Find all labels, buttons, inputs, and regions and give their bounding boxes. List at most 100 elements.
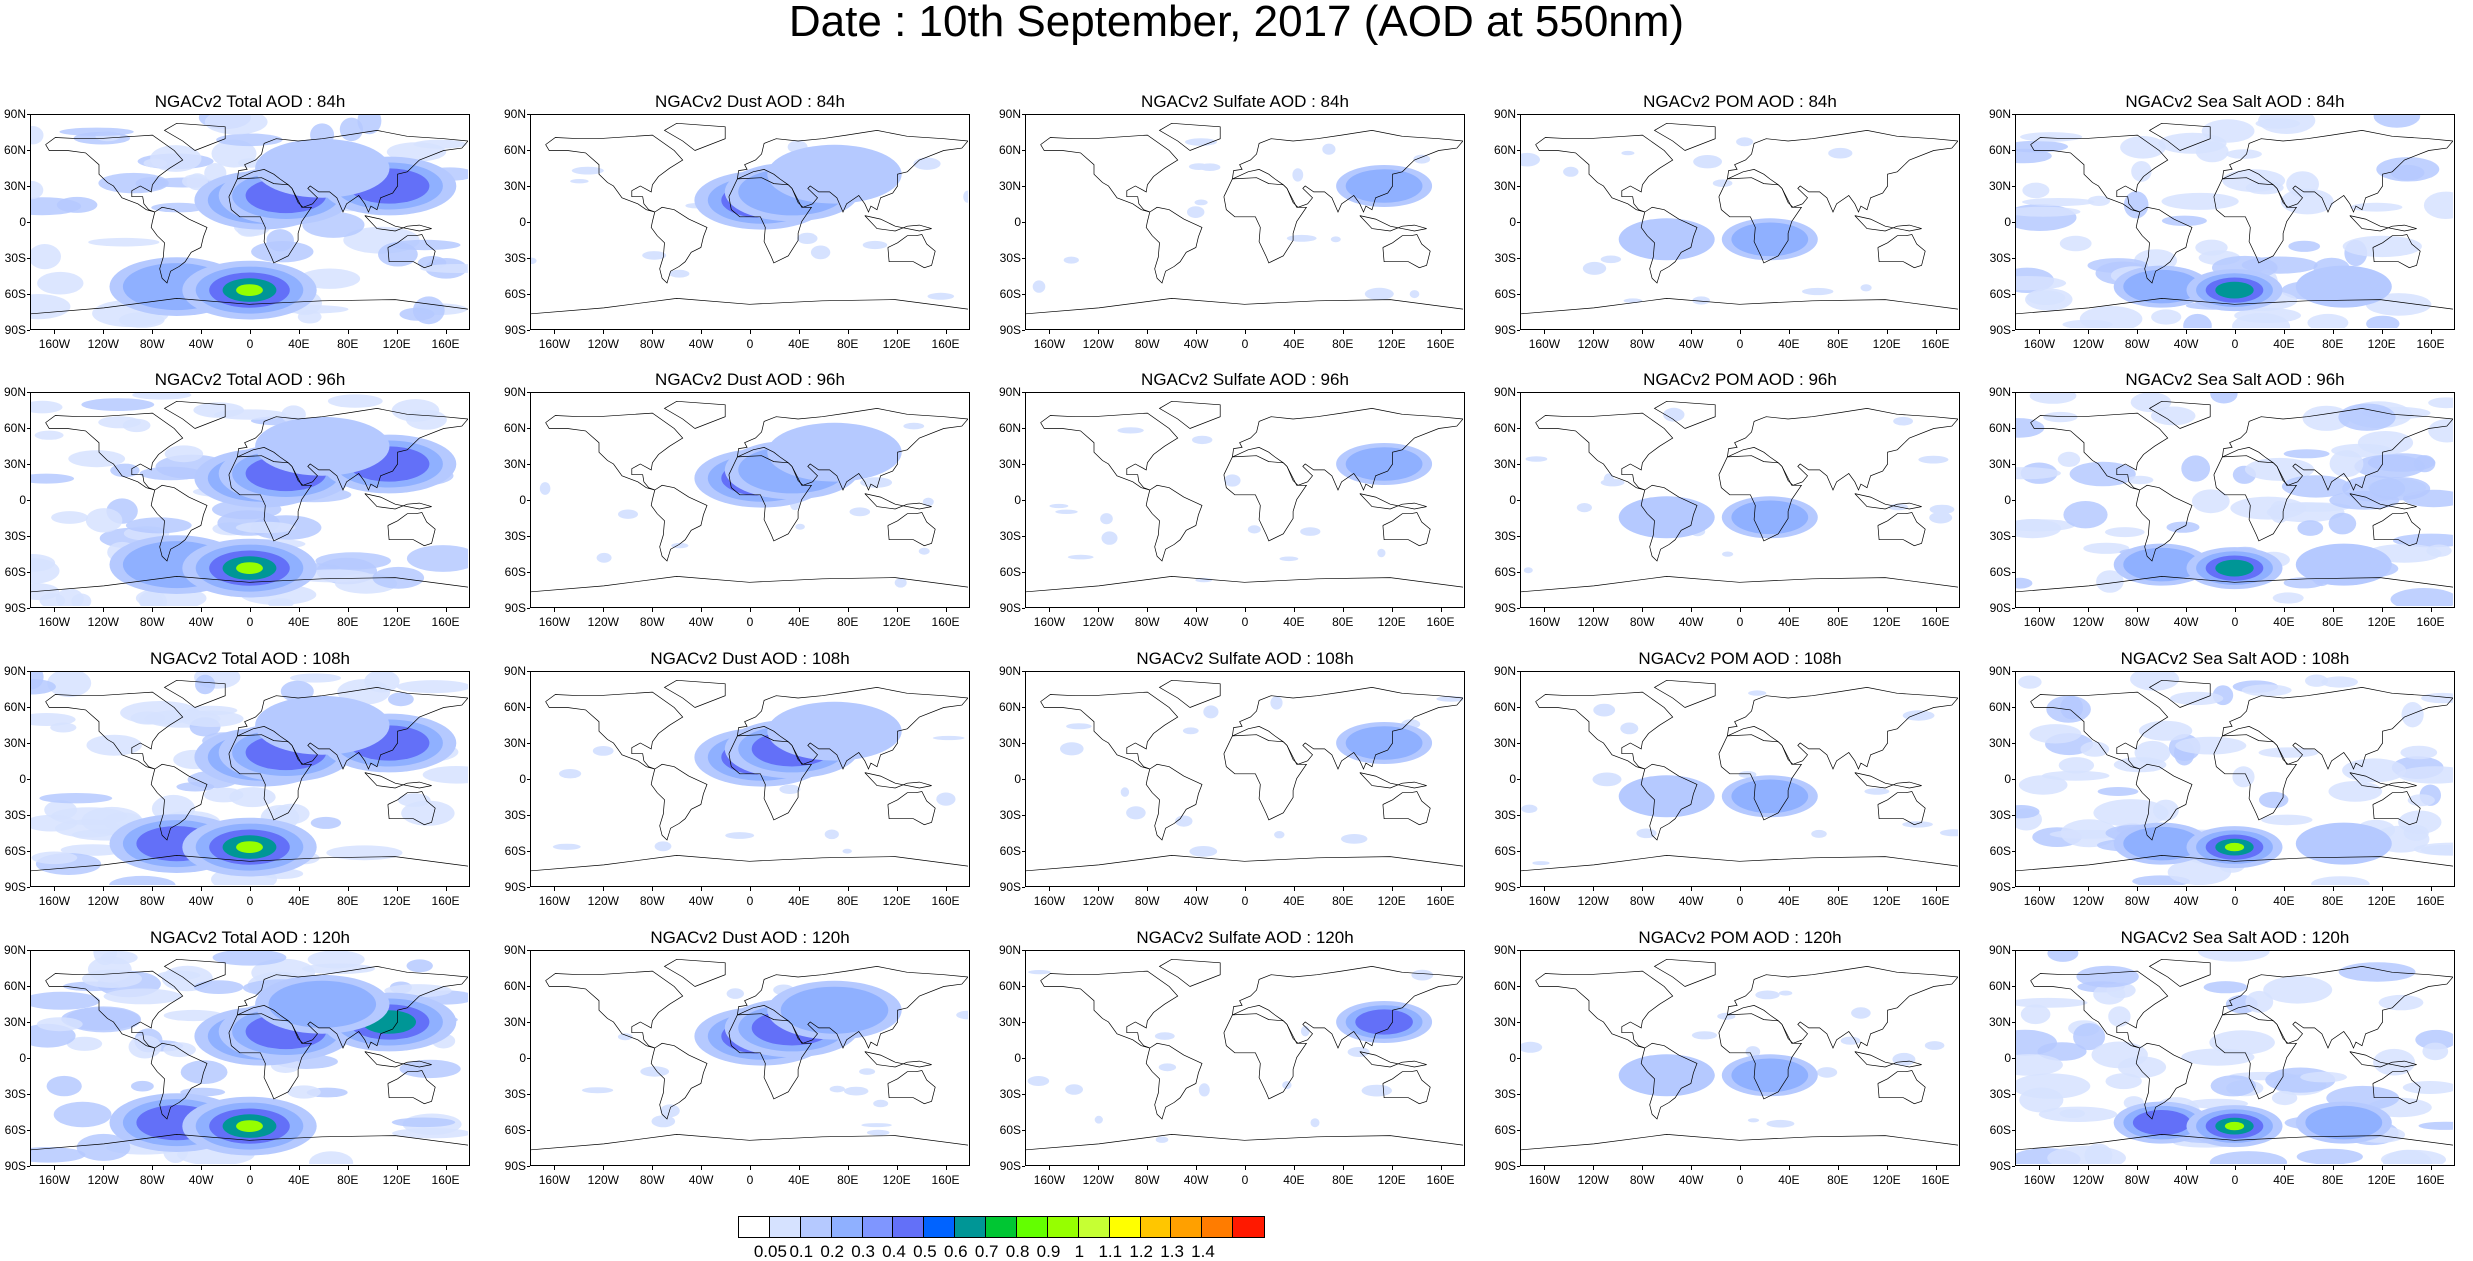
coastline <box>650 1042 708 1120</box>
lat-tick <box>527 572 530 573</box>
coastline <box>2135 206 2193 284</box>
lon-tick <box>554 608 556 612</box>
colorbar-label: 0.3 <box>851 1242 875 1261</box>
lon-tick-label: 160W <box>1528 1173 1561 1187</box>
lat-tick-label: 30S <box>1989 1087 2011 1101</box>
coastline <box>2213 455 2298 542</box>
coastline <box>1718 734 1803 821</box>
lat-tick <box>1517 464 1520 465</box>
map-panel-total-84h: NGACv2 Total AOD : 84h 90N 60N 30N 0 30S 60S 90… <box>0 92 470 362</box>
lat-tick-label: 0 <box>519 772 526 786</box>
aod-background-patch <box>1693 155 1722 169</box>
map-frame <box>2015 671 2455 887</box>
colorbar-box <box>955 1217 987 1237</box>
aod-map <box>31 672 468 885</box>
aod-background-patch <box>51 511 89 524</box>
aod-plume <box>767 422 902 482</box>
lon-tick <box>2039 1166 2041 1170</box>
map-frame <box>1520 671 1960 887</box>
coastline <box>864 493 932 510</box>
aod-background-patch <box>1194 199 1208 206</box>
lon-tick-label: 40W <box>1678 337 1704 351</box>
lon-tick-label: 40W <box>188 337 214 351</box>
map-panel-sulfate-108h: NGACv2 Sulfate AOD : 108h 90N 60N 30N 0 30S 60… <box>995 649 1465 919</box>
aod-background-patch <box>2181 1048 2255 1066</box>
lon-tick-label: 120W <box>2072 1173 2104 1187</box>
lat-tick-label: 90N <box>503 664 526 678</box>
lon-tick-label: 80E <box>337 615 359 629</box>
aod-background-patch <box>2400 745 2438 760</box>
lat-tick-label: 90N <box>1988 385 2011 399</box>
aod-background-patch <box>2016 1029 2057 1056</box>
aod-background-patch <box>2138 720 2193 741</box>
lon-tick-label: 120W <box>2072 615 2104 629</box>
lon-tick <box>1245 330 1246 334</box>
aod-background-patch <box>2297 520 2324 536</box>
lon-tick-label: 80E <box>2322 615 2344 629</box>
aod-plume <box>1731 222 1809 257</box>
coastline <box>650 206 708 284</box>
lon-tick <box>103 887 105 891</box>
aod-background-patch <box>2422 1042 2449 1061</box>
aod-background-patch <box>2397 766 2453 784</box>
lat-tick <box>27 1022 30 1023</box>
aod-background-patch <box>406 959 433 973</box>
aod-plume <box>1345 726 1423 760</box>
aod-background-patch <box>193 980 244 994</box>
aod-background-patch <box>2073 1023 2106 1051</box>
lon-tick-label: 40E <box>288 337 310 351</box>
aod-background-patch <box>339 117 363 142</box>
lon-tick <box>1440 1166 1442 1170</box>
aod-background-patch <box>2201 119 2255 143</box>
aod-background-patch <box>2161 192 2239 210</box>
lon-tick-label: 80W <box>139 615 165 629</box>
aod-background-patch <box>31 678 56 695</box>
aod-background-patch <box>132 393 192 400</box>
aod-background-patch <box>274 803 310 824</box>
aod-background-patch <box>2093 799 2169 827</box>
lon-tick-label: 160E <box>431 337 460 351</box>
lon-tick-label: 120W <box>1577 1173 1609 1187</box>
coastline <box>545 691 684 770</box>
lon-tick-label: 120E <box>2367 337 2396 351</box>
lon-tick <box>2235 330 2236 334</box>
lon-tick <box>2088 1166 2090 1170</box>
aod-background-patch <box>55 588 84 606</box>
coastline <box>2030 691 2169 770</box>
lon-tick <box>396 608 398 612</box>
panel-title: NGACv2 Dust AOD : 120h <box>650 928 850 947</box>
lat-tick <box>27 464 30 465</box>
lon-tick <box>54 887 56 891</box>
aod-background-patch <box>824 829 839 840</box>
lon-tick <box>1147 1166 1149 1170</box>
lon-tick-label: 160E <box>1921 615 1950 629</box>
lat-tick <box>1517 294 1520 295</box>
lat-tick <box>1022 779 1025 780</box>
coastline <box>2349 215 2417 232</box>
aod-background-patch <box>2029 393 2077 404</box>
coastline <box>545 412 684 491</box>
coastline <box>864 772 932 789</box>
lon-tick <box>396 330 398 334</box>
lon-tick-label: 0 <box>1736 894 1744 908</box>
lon-tick <box>2332 330 2334 334</box>
lat-tick-label: 0 <box>2004 215 2011 229</box>
aod-background-patch <box>849 507 871 517</box>
aod-background-patch <box>2130 393 2172 413</box>
lat-tick <box>27 186 30 187</box>
lon-tick <box>298 330 300 334</box>
aod-background-patch <box>290 673 341 683</box>
lon-tick <box>298 887 300 891</box>
aod-background-patch <box>1840 1036 1861 1045</box>
lon-tick <box>1788 330 1790 334</box>
lon-tick <box>1935 887 1937 891</box>
lon-tick-label: 160E <box>1426 337 1455 351</box>
lon-tick-label: 80E <box>837 1173 859 1187</box>
aod-background-patch <box>2029 724 2082 744</box>
coastline <box>2016 1134 2453 1151</box>
coastline <box>531 298 968 315</box>
colorbar-box <box>1171 1217 1203 1237</box>
aod-plume <box>2132 1110 2191 1136</box>
lon-tick <box>2430 330 2432 334</box>
aod-background-patch <box>1600 255 1622 264</box>
